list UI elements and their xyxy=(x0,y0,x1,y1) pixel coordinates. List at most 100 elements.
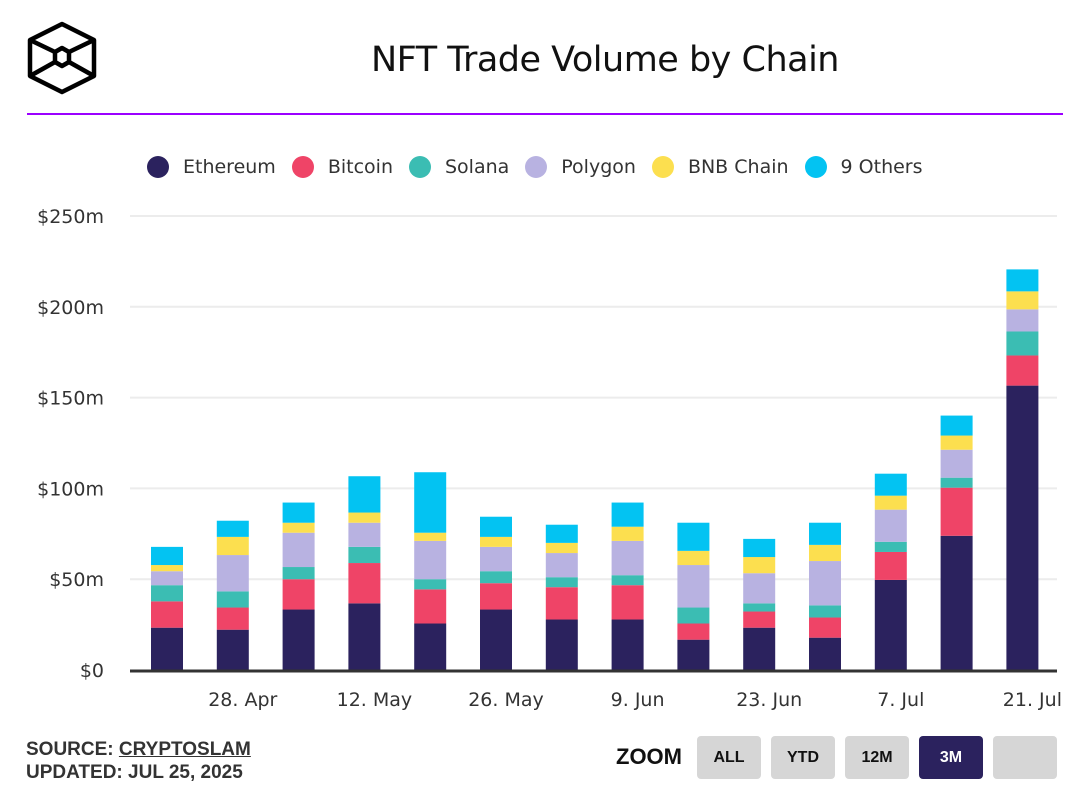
legend-dot-icon xyxy=(147,156,169,178)
bar-segment-9-others xyxy=(940,415,973,436)
bar-segment-9-others xyxy=(545,524,578,543)
y-tick-label: $50m xyxy=(49,569,104,591)
source-link[interactable]: CRYPTOSLAM xyxy=(118,739,251,760)
bar-segment-solana xyxy=(480,571,512,584)
bar-segment-solana xyxy=(348,546,381,564)
legend-label: BNB Chain xyxy=(687,156,789,178)
bar-segment-ethereum xyxy=(545,619,578,670)
bar-segment-9-others xyxy=(414,472,447,533)
bar-segment-9-others xyxy=(1006,269,1039,292)
bar-segment-solana xyxy=(874,541,907,552)
legend-dot-icon xyxy=(525,156,548,178)
chart-title: NFT Trade Volume by Chain xyxy=(371,40,839,80)
legend-dot-icon xyxy=(651,156,674,178)
legend-item[interactable]: Bitcoin xyxy=(291,156,393,178)
bar-segment-bitcoin xyxy=(611,585,644,620)
bar-segment-polygon xyxy=(1006,309,1039,332)
legend-item[interactable]: BNB Chain xyxy=(651,156,789,178)
bar-segment-ethereum xyxy=(151,627,183,670)
bar-segment-polygon xyxy=(414,540,447,580)
bar-segment-9-others xyxy=(743,538,776,558)
legend-dot-icon xyxy=(408,156,431,178)
legend-dot-icon xyxy=(804,156,827,178)
bar-segment-ethereum xyxy=(611,619,644,670)
bar-segment-9-others xyxy=(611,502,644,527)
bar-segment-solana xyxy=(216,591,249,608)
zoom-custom-button[interactable] xyxy=(993,736,1057,779)
bar-segment-bnb-chain xyxy=(348,512,381,523)
bar-segment-ethereum xyxy=(874,579,907,670)
zoom-label: ZOOM xyxy=(616,744,682,769)
legend-item[interactable]: Solana xyxy=(408,156,510,178)
legend-item[interactable]: 9 Others xyxy=(804,156,923,178)
bar-segment-bitcoin xyxy=(545,587,578,620)
bar-segment-bnb-chain xyxy=(874,495,907,510)
bar-segment-bitcoin xyxy=(1006,355,1039,386)
bar-segment-ethereum xyxy=(743,627,776,670)
bar-segment-polygon xyxy=(874,509,907,542)
x-tick-label: 12. May xyxy=(337,689,413,711)
bar-segment-bnb-chain xyxy=(480,536,512,547)
bar-segment-polygon xyxy=(940,449,973,478)
bar-segment-polygon xyxy=(282,532,315,568)
bar-segment-bitcoin xyxy=(480,583,512,610)
bar-segment-solana xyxy=(611,575,644,586)
bar-segment-9-others xyxy=(151,546,183,566)
y-tick-label: $150m xyxy=(37,388,104,410)
bar-segment-bnb-chain xyxy=(216,536,249,556)
footer: SOURCE: CRYPTOSLAM UPDATED: JUL 25, 2025 xyxy=(26,738,251,784)
bar-segment-solana xyxy=(940,477,973,488)
zoom-ytd-button[interactable]: YTD xyxy=(771,736,835,779)
bar-segment-bitcoin xyxy=(282,579,315,610)
title-divider xyxy=(27,113,1063,115)
bar-segment-bitcoin xyxy=(216,607,249,630)
bar-segment-9-others xyxy=(809,522,841,545)
bar-segment-bitcoin xyxy=(151,601,183,628)
y-tick-label: $100m xyxy=(37,478,104,500)
bar-segment-9-others xyxy=(282,502,315,523)
bar-segment-ethereum xyxy=(216,629,249,670)
legend-dot-icon xyxy=(291,156,314,178)
zoom-3m-button[interactable]: 3M xyxy=(919,736,983,779)
bar-segment-bnb-chain xyxy=(282,522,315,533)
bar-segment-bnb-chain xyxy=(1006,291,1039,310)
legend-label: Bitcoin xyxy=(327,156,393,178)
x-tick-label: 21. Jul xyxy=(1003,689,1062,711)
bar-segment-solana xyxy=(677,607,710,624)
bar-segment-bnb-chain xyxy=(611,526,644,541)
bar-segment-bnb-chain xyxy=(151,565,183,572)
bar-segment-9-others xyxy=(677,522,710,551)
bar-segment-bnb-chain xyxy=(414,532,447,541)
bar-segment-solana xyxy=(282,567,315,580)
bar-segment-polygon xyxy=(480,546,512,572)
legend-label: Solana xyxy=(444,156,510,178)
legend-label: 9 Others xyxy=(840,156,923,178)
bar-segment-bnb-chain xyxy=(809,544,841,562)
zoom-12m-button[interactable]: 12M xyxy=(845,736,909,779)
bar-segment-9-others xyxy=(874,473,907,496)
legend-item[interactable]: Polygon xyxy=(525,156,636,178)
bar-segment-bitcoin xyxy=(414,589,447,624)
bar-segment-polygon xyxy=(151,571,183,586)
y-tick-label: $0 xyxy=(80,660,104,682)
x-tick-label: 23. Jun xyxy=(736,689,802,711)
legend-label: Ethereum xyxy=(183,156,276,178)
zoom-all-button[interactable]: ALL xyxy=(697,736,761,779)
bar-segment-ethereum xyxy=(480,609,512,670)
x-tick-label: 28. Apr xyxy=(208,689,277,711)
cryptoslam-logo-icon xyxy=(27,21,97,95)
bar-segment-ethereum xyxy=(1006,385,1039,670)
bar-segment-bnb-chain xyxy=(940,435,973,450)
x-tick-label: 7. Jul xyxy=(877,689,924,711)
y-tick-label: $200m xyxy=(37,297,104,319)
legend-item[interactable]: Ethereum xyxy=(147,156,276,178)
updated-date: UPDATED: JUL 25, 2025 xyxy=(26,762,243,783)
legend: Ethereum Bitcoin Solana Polygon BNB Chain 9 O… xyxy=(147,156,939,178)
bar-segment-ethereum xyxy=(677,639,710,670)
bar-segment-bitcoin xyxy=(809,617,841,638)
source-label: SOURCE: xyxy=(26,739,114,760)
bar-segment-9-others xyxy=(348,476,381,513)
bar-segment-solana xyxy=(743,603,776,612)
